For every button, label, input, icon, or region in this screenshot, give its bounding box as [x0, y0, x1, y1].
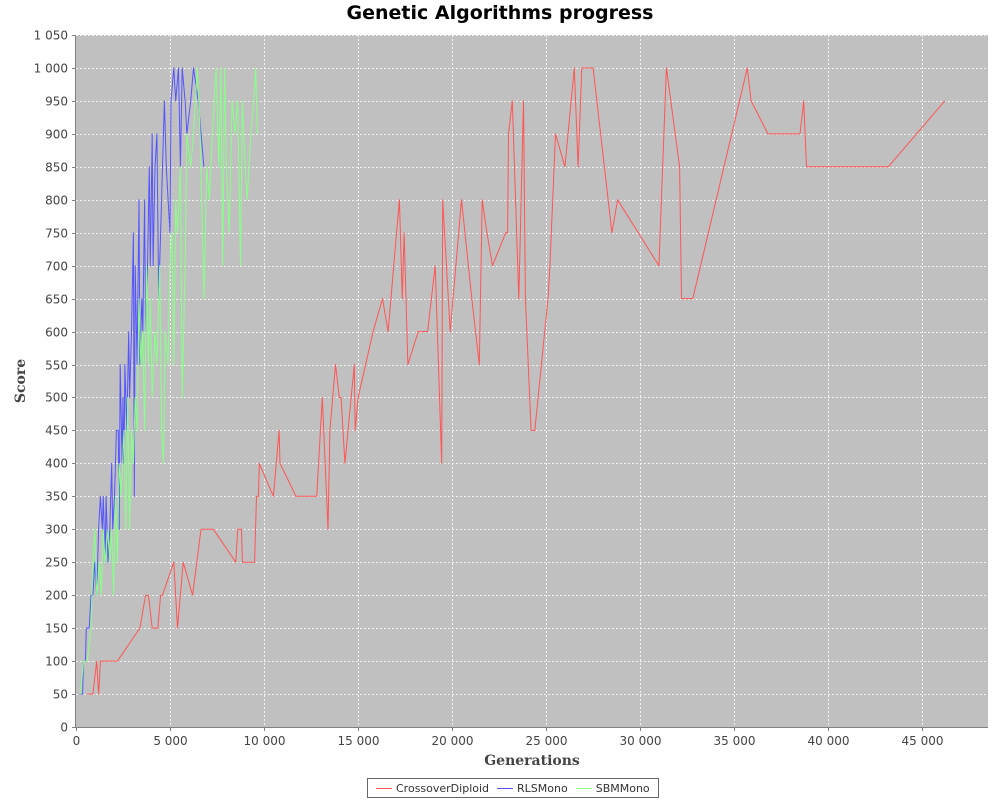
y-tick-label: 0	[60, 721, 68, 735]
tick-labels: 0 50 100 150 200 250 300 350 400 450 500 550 600 650 7…	[34, 29, 944, 749]
y-tick-label: 550	[45, 359, 68, 373]
legend-label: CrossoverDiploid	[396, 781, 490, 795]
axes	[72, 35, 988, 731]
y-tick-label: 300	[45, 523, 68, 537]
legend-swatch	[575, 787, 592, 789]
y-tick-label: 500	[45, 391, 68, 405]
y-tick-label: 1 050	[34, 29, 68, 43]
x-tick-label: 5 000	[153, 734, 187, 748]
legend: CrossoverDiploid RLSMono SBMMono	[367, 778, 659, 798]
x-tick-label: 15 000	[338, 734, 380, 748]
y-tick-label: 650	[45, 293, 68, 307]
x-tick-label: 45 000	[902, 734, 944, 748]
legend-swatch	[376, 787, 392, 789]
x-tick-label: 0	[73, 734, 81, 748]
x-tick-label: 25 000	[526, 734, 568, 748]
x-tick-label: 40 000	[808, 734, 850, 748]
legend-item-rlsmono: RLSMono	[497, 782, 568, 795]
y-tick-label: 1 000	[34, 62, 68, 76]
legend-item-sbmmono: SBMMono	[575, 781, 650, 795]
y-tick-label: 150	[45, 622, 68, 636]
y-tick-label: 400	[45, 457, 68, 471]
y-tick-label: 200	[45, 589, 68, 603]
y-tick-label: 900	[45, 128, 68, 142]
y-axis-label: Score	[13, 359, 29, 403]
series-line-rlsmono	[79, 67, 205, 695]
y-tick-label: 700	[45, 260, 68, 274]
plot-area	[76, 35, 988, 727]
y-tick-label: 250	[45, 556, 68, 570]
legend-item-crossoverdiploid: CrossoverDiploid	[376, 782, 489, 795]
y-tick-label: 100	[45, 655, 68, 669]
legend-label: SBMMono	[595, 781, 650, 795]
y-tick-label: 350	[45, 490, 68, 504]
y-tick-label: 950	[45, 95, 68, 109]
x-tick-label: 30 000	[620, 734, 662, 748]
x-tick-label: 20 000	[432, 734, 474, 748]
y-tick-label: 750	[45, 227, 68, 241]
legend-swatch	[497, 787, 514, 789]
x-tick-label: 35 000	[714, 734, 756, 748]
series-line-sbmmono	[80, 67, 258, 695]
y-tick-label: 50	[53, 688, 68, 702]
y-tick-label: 850	[45, 161, 68, 175]
legend-label: RLSMono	[517, 781, 568, 795]
y-tick-label: 450	[45, 424, 68, 438]
chart-title: Genetic Algorithms progress	[346, 2, 654, 24]
y-tick-label: 800	[45, 194, 68, 208]
x-axis-label: Generations	[484, 753, 580, 769]
series-lines	[79, 67, 946, 695]
x-tick-label: 10 000	[244, 734, 286, 748]
grid-lines	[76, 35, 988, 727]
y-tick-label: 600	[45, 326, 68, 340]
series-line-crossoverdiploid	[87, 67, 946, 695]
